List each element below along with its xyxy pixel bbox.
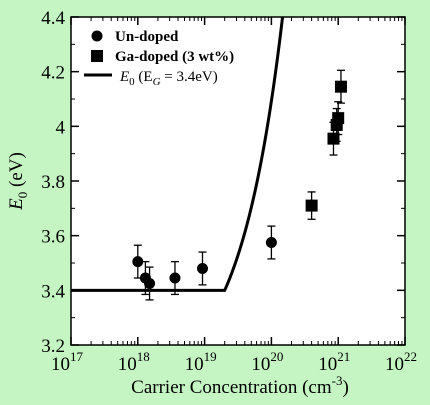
data-point-circle [132,256,144,268]
model-curve-line [71,17,285,292]
legend-label-undoped: Un-doped [115,29,179,45]
y-tick-label: 4 [56,117,66,138]
x-tick-label: 1017 [51,349,84,375]
legend: Un-doped Ga-doped (3 wt%) E0 (EG = 3.4eV) [84,29,234,88]
x-axis-title: Carrier Concentration (cm-3) [131,373,349,398]
data-point-square [305,199,318,212]
legend-marker-circle [91,30,103,42]
plot-area [71,17,405,345]
x-tick-label: 1022 [385,349,417,375]
legend-label-model: E0 (EG = 3.4eV) [119,69,218,88]
y-tick-label: 4.4 [41,8,65,29]
legend-label-ga-doped: Ga-doped (3 wt%) [115,49,234,65]
y-axis-title: E0 (eV) [6,152,30,211]
x-tick-label: 1021 [318,349,350,375]
legend-marker-square [91,50,103,62]
data-point-circle [144,278,156,289]
y-tick-label: 3.8 [41,172,65,193]
data-point-circle [265,237,277,248]
y-tick-label: 3.4 [41,281,65,302]
data-point-circle [169,272,181,284]
x-tick-label: 1019 [185,349,217,375]
data-point-square [334,80,347,93]
series-ga-doped [305,69,347,220]
x-tick-label: 1018 [118,349,150,375]
data-point-circle [196,262,208,274]
series-undoped [132,225,277,301]
x-tick-label: 1020 [251,349,283,375]
x-axis-ticks: 1017 1018 1019 1020 1021 1022 [51,17,417,375]
y-tick-label: 4.2 [41,63,65,84]
y-tick-label: 3.2 [41,336,65,357]
plot-frame [70,16,406,346]
y-tick-label: 3.6 [41,227,65,248]
y-axis-ticks: 3.2 3.4 3.6 3.8 4 4.2 4.4 [41,8,405,357]
data-point-square [332,112,345,125]
